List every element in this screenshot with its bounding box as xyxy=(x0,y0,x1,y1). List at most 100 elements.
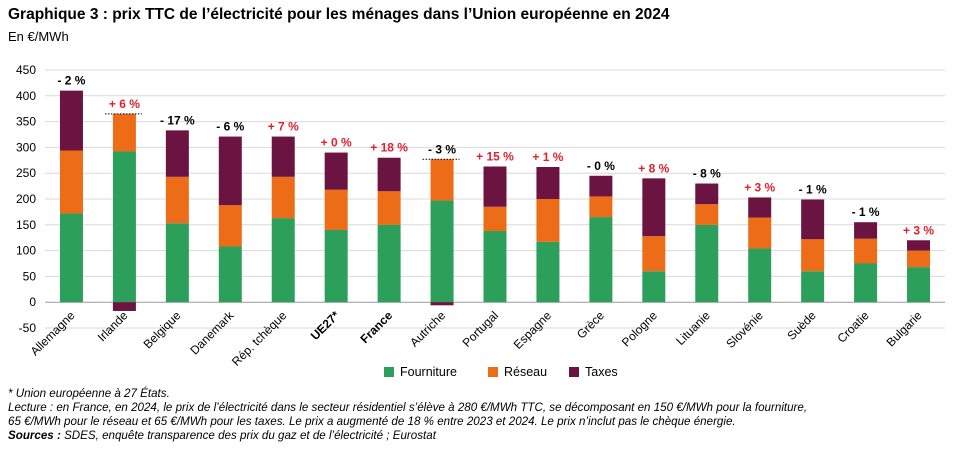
y-tick-label: 50 xyxy=(23,269,37,283)
bar-taxes xyxy=(642,178,666,237)
x-tick-label: UE27* xyxy=(308,308,343,343)
x-tick-label: Autriche xyxy=(407,308,448,349)
bar-taxes xyxy=(695,183,719,205)
bar-taxes xyxy=(165,130,189,177)
bar-réseau xyxy=(59,150,83,214)
bar-réseau xyxy=(483,206,507,231)
bar-taxes xyxy=(377,157,401,192)
bar-fourniture xyxy=(695,224,719,303)
change-label: + 18 % xyxy=(370,141,408,155)
footnote: * Union européenne à 27 États. xyxy=(8,387,170,400)
bar-réseau xyxy=(695,204,719,225)
bar-taxes xyxy=(112,302,136,311)
x-tick-label: Pologne xyxy=(619,308,660,349)
y-tick-label: 100 xyxy=(16,244,36,258)
change-label: - 0 % xyxy=(587,159,615,173)
change-labels: - 2 % + 6 % - 17 % - 6 % + 7 % + 0 % + 18 % - 3… xyxy=(57,74,934,238)
bar-réseau xyxy=(801,239,825,272)
x-tick-label: Irlande xyxy=(95,308,131,344)
bar-réseau xyxy=(748,217,772,249)
sources: Sources : SDES, enquête transparence des… xyxy=(8,429,953,443)
legend-swatch xyxy=(384,367,394,377)
bar-fourniture xyxy=(377,224,401,303)
x-tick-label: Bulgarie xyxy=(884,308,925,349)
change-label: + 3 % xyxy=(744,180,775,194)
bar-fourniture xyxy=(854,263,878,303)
bar-fourniture xyxy=(430,200,454,303)
bar-réseau xyxy=(218,205,242,247)
legend-swatch xyxy=(488,367,498,377)
bar-réseau xyxy=(907,250,931,268)
bar-taxes xyxy=(801,199,825,240)
y-axis: -50 0 50 100 150 200 250 300 350 400 450 xyxy=(16,63,36,335)
bar-taxes xyxy=(854,222,878,239)
legend-swatch xyxy=(569,367,579,377)
x-tick-label: Portugal xyxy=(460,308,502,350)
y-tick-label: 350 xyxy=(16,115,36,129)
change-label: - 1 % xyxy=(852,205,880,219)
y-tick-label: 250 xyxy=(16,166,36,180)
change-label: - 17 % xyxy=(160,113,195,127)
change-label: + 7 % xyxy=(268,120,299,134)
change-label: - 6 % xyxy=(216,120,244,134)
x-tick-label: Grèce xyxy=(574,308,607,341)
bar-fourniture xyxy=(748,248,772,303)
bar-taxes xyxy=(271,136,295,177)
x-tick-label: Espagne xyxy=(511,308,555,352)
bar-fourniture xyxy=(536,241,560,303)
change-label: + 0 % xyxy=(321,136,352,150)
y-tick-label: 450 xyxy=(16,63,36,77)
bar-réseau xyxy=(536,199,560,242)
legend-label: Fourniture xyxy=(400,365,457,379)
bar-fourniture xyxy=(218,246,242,303)
bar-fourniture xyxy=(642,271,666,303)
legend: Fourniture Réseau Taxes xyxy=(384,365,618,379)
bar-fourniture xyxy=(112,151,136,303)
bar-fourniture xyxy=(165,223,189,303)
x-tick-label: Danemark xyxy=(187,308,237,358)
x-tick-label: Belgique xyxy=(141,308,184,351)
change-label: + 6 % xyxy=(109,97,140,111)
bar-réseau xyxy=(854,238,878,264)
bar-fourniture xyxy=(483,230,507,303)
bar-réseau xyxy=(642,236,666,272)
change-label: - 8 % xyxy=(693,167,721,181)
bar-taxes xyxy=(59,90,83,151)
x-tick-label: Suède xyxy=(784,308,819,343)
legend-label: Réseau xyxy=(504,365,547,379)
y-tick-label: -50 xyxy=(19,321,37,335)
bar-réseau xyxy=(377,191,401,225)
x-tick-label: Slovénie xyxy=(723,308,766,351)
change-label: - 3 % xyxy=(428,142,456,156)
bar-fourniture xyxy=(324,229,348,303)
y-tick-label: 300 xyxy=(16,140,36,154)
change-label: + 15 % xyxy=(476,149,514,163)
x-tick-label: France xyxy=(358,308,396,346)
change-label: + 8 % xyxy=(638,161,669,175)
lecture-line-1: Lecture : en France, en 2024, le prix de… xyxy=(8,401,808,414)
bar-taxes xyxy=(218,136,242,206)
bars xyxy=(59,90,931,311)
lecture-line-2: 65 €/MWh pour le réseau et 65 €/MWh pour… xyxy=(8,415,736,428)
bar-fourniture xyxy=(59,213,83,303)
bar-fourniture xyxy=(589,217,613,303)
bar-réseau xyxy=(271,176,295,219)
bar-taxes xyxy=(483,166,507,207)
bar-taxes xyxy=(430,302,454,306)
bar-taxes xyxy=(589,175,613,197)
y-tick-label: 200 xyxy=(16,192,36,206)
bar-fourniture xyxy=(801,271,825,303)
change-label: - 1 % xyxy=(799,183,827,197)
bar-fourniture xyxy=(907,267,931,303)
sources-text: SDES, enquête transparence des prix du g… xyxy=(60,429,436,442)
bar-réseau xyxy=(589,196,613,218)
y-tick-label: 0 xyxy=(29,295,36,309)
bar-fourniture xyxy=(271,218,295,303)
bar-taxes xyxy=(907,240,931,251)
bar-réseau xyxy=(324,189,348,230)
bar-réseau xyxy=(165,176,189,224)
gridlines xyxy=(45,69,945,329)
bar-taxes xyxy=(748,197,772,218)
